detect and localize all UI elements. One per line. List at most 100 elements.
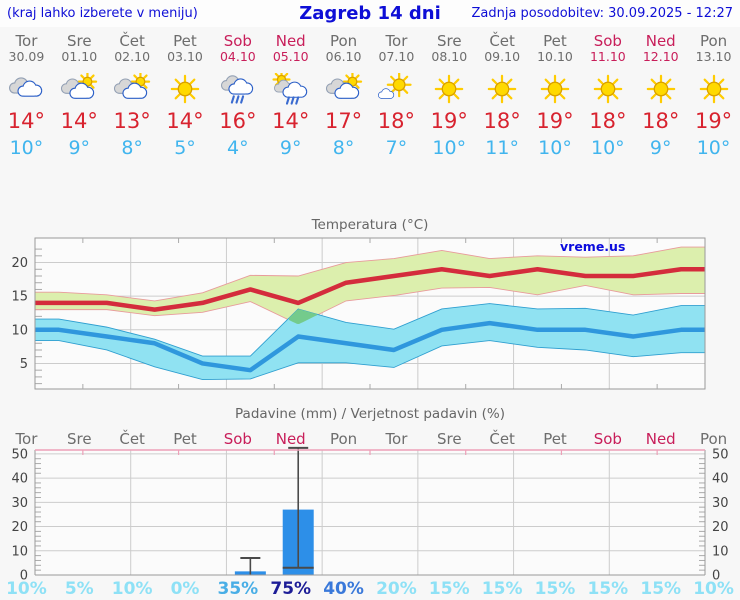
forecast-day-column[interactable]: Ned 12.10 18° 9° [634,29,687,160]
precip-day-label: Pon [330,430,357,448]
y-axis-tick-label-right: 30 [712,496,729,511]
precip-day-label: Tor [14,430,38,448]
precip-probability-label: 15% [640,579,681,599]
y-axis-tick-label: 10 [11,323,28,338]
temp-min-line [35,320,705,373]
sunny-icon [434,74,464,104]
sunny-icon [699,74,728,104]
precip-probability-label: 10% [693,579,734,599]
forecast-day-column[interactable]: Tor 07.10 18° 7° [370,29,423,160]
precip-probability-label: 0% [171,579,200,599]
day-name: Sre [436,32,462,50]
sunny-icon [170,74,200,104]
day-date: 04.10 [219,49,256,64]
day-name: Tor [15,32,38,50]
precip-probability-label: 40% [323,579,364,599]
sun-shape [646,74,675,104]
day-name: Ned [645,32,676,50]
temp-max: 18° [377,109,416,133]
temp-min: 10° [538,137,572,159]
temp-max: 18° [642,109,680,133]
cloud-shape [122,82,148,99]
temp-min: 7° [385,137,408,159]
y-axis-tick-label: 5 [20,357,28,372]
sun-shape [540,74,570,104]
sun-small-cloud-icon [378,73,413,99]
forecast-day-column[interactable]: Čet 02.10 13° 8° [106,29,159,160]
forecast-day-column[interactable]: Sre 08.10 19° 10° [423,29,476,160]
day-name: Pet [173,32,197,50]
y-axis-tick-label: 20 [11,256,28,271]
page-header: (kraj lahko izberete v meniju) Zagreb 14… [0,0,740,27]
sun-shape [78,73,98,92]
forecast-day-column[interactable]: Čet 09.10 18° 11° [476,29,529,160]
forecast-day-column[interactable]: Pet 10.10 19° 10° [529,29,582,160]
day-date: 30.09 [8,49,45,64]
y-axis-tick-label: 15 [11,290,28,305]
temp-min: 8° [121,137,143,159]
precip-day-label: Pet [543,430,567,448]
precip-probability-label: 75% [270,579,311,599]
day-name: Sob [593,32,622,50]
sun-shape [387,73,413,98]
sunny-icon [646,74,675,104]
temp-max: 19° [536,109,574,133]
precip-day-label: Sob [224,430,252,448]
day-name: Pon [699,32,728,50]
forecast-day-column[interactable]: Sob 11.10 18° 10° [581,29,634,160]
sun-cloud-icon [61,73,98,99]
day-name: Pon [329,32,358,50]
temp-max: 19° [694,109,733,133]
temp-min: 11° [485,137,519,159]
watermark-link[interactable]: vreme.us [560,239,625,254]
cloud-shape [282,81,307,98]
forecast-day-column[interactable]: Sob 04.10 16° 4° [211,29,264,160]
day-date: 11.10 [589,49,626,64]
precip-probability-label: 15% [535,579,576,599]
day-date: 03.10 [167,49,203,64]
forecast-day-column[interactable]: Pon 06.10 17° 8° [317,29,370,160]
sun-rain-icon [272,73,307,105]
temp-max: 19° [430,109,468,133]
precip-day-label: Sob [594,430,622,448]
forecast-day-column[interactable]: Ned 05.10 14° 9° [264,29,317,160]
forecast-day-column[interactable]: Tor 30.09 14° 10° [0,29,53,160]
day-name: Ned [275,32,306,50]
temp-max: 14° [272,109,310,133]
temp-min: 9° [68,137,91,159]
precip-day-label: Tor [384,430,408,448]
day-date: 08.10 [431,49,468,64]
sun-shape [170,74,200,104]
precip-day-label: Čet [489,429,515,448]
temp-min: 9° [649,137,672,159]
forecast-day-column[interactable]: Pet 03.10 14° 5° [159,29,212,160]
band-overlap-region [289,309,317,325]
forecast-day-column[interactable]: Sre 01.10 14° 9° [53,29,106,160]
temp-max: 18° [483,109,521,133]
day-date: 06.10 [325,49,362,64]
forecast-day-column[interactable]: Pon 13.10 19° 10° [687,29,740,160]
temp-min: 4° [227,137,249,159]
precip-day-label: Pon [700,430,727,448]
y-axis-tick-label-left: 10 [11,544,28,559]
day-name: Sob [223,32,252,50]
temp-min: 9° [279,137,302,159]
precip-day-label: Sre [67,430,92,448]
sun-cloud-icon [114,73,151,99]
precip-probability-label: 10% [6,579,47,599]
day-date: 12.10 [642,49,679,64]
temp-max: 16° [219,109,257,133]
cloud-shape [333,82,359,99]
forecast-strip: Tor 30.09 14° 10° Sre 01.10 14° 9° Čet 02.10 13° 8°… [0,29,740,160]
day-date: 02.10 [114,49,151,64]
precip-day-label: Pet [173,430,197,448]
precip-probability-label: 20% [376,579,417,599]
sun-shape [434,74,464,104]
sunny-icon [487,74,517,104]
y-axis-tick-label-left: 30 [11,496,28,511]
rain-shape [230,95,244,104]
day-date: 07.10 [378,49,415,64]
y-axis-tick-label-right: 10 [712,544,729,559]
precip-probability-label: 15% [429,579,470,599]
